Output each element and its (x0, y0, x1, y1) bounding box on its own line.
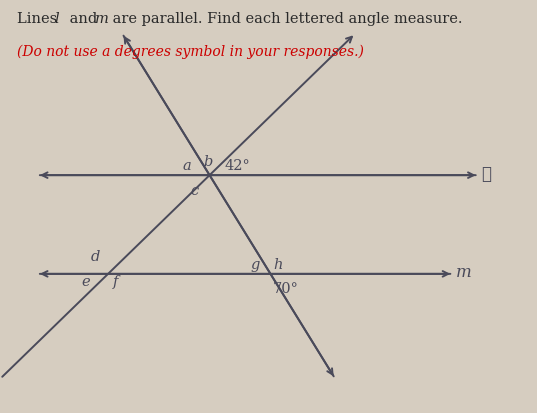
Text: f: f (113, 274, 118, 288)
Text: and: and (65, 12, 102, 26)
Text: l: l (55, 12, 60, 26)
Text: b: b (204, 154, 213, 169)
Text: h: h (273, 257, 283, 271)
Text: 70°: 70° (273, 282, 299, 296)
Text: g: g (251, 257, 260, 271)
Text: are parallel. Find each lettered angle measure.: are parallel. Find each lettered angle m… (108, 12, 462, 26)
Text: 42°: 42° (225, 159, 251, 173)
Text: m: m (455, 263, 471, 280)
Text: m: m (96, 12, 109, 26)
Text: a: a (183, 159, 191, 173)
Text: d: d (91, 249, 100, 263)
Text: e: e (81, 274, 90, 288)
Text: (Do not use a degrees symbol in your responses.): (Do not use a degrees symbol in your res… (17, 45, 364, 59)
Text: Lines: Lines (17, 12, 62, 26)
Text: ℓ: ℓ (481, 166, 491, 183)
Text: c: c (190, 183, 199, 197)
